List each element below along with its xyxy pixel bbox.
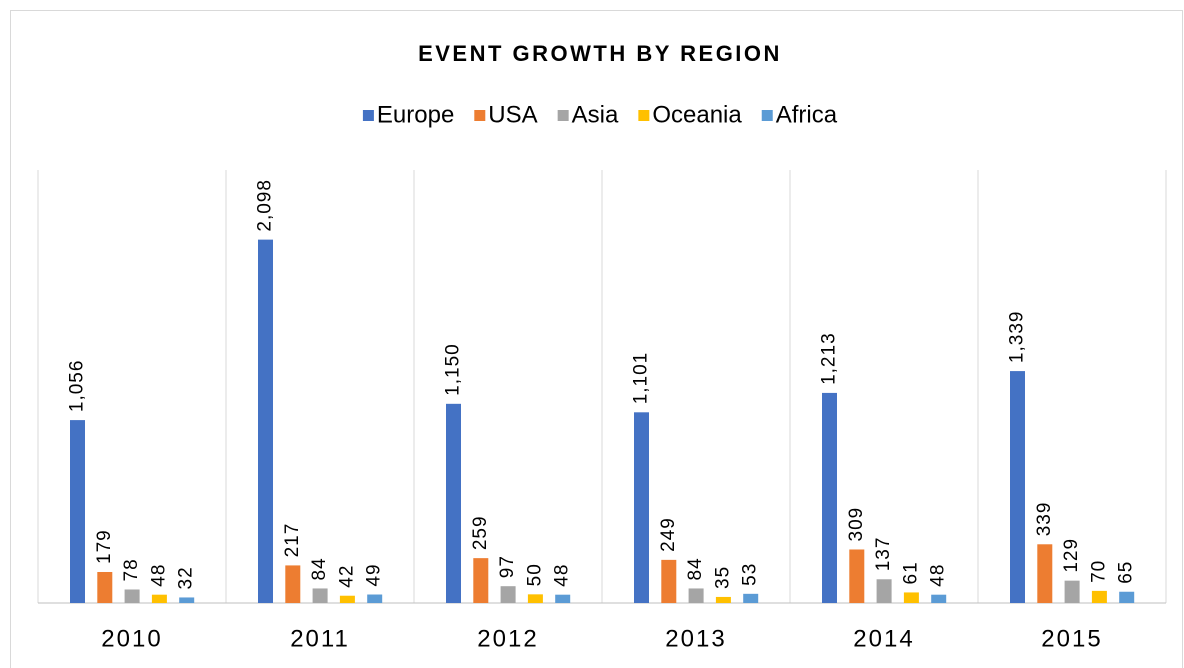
bar [715, 596, 731, 603]
legend-label: Europe [377, 101, 454, 128]
bar [124, 589, 140, 603]
legend-swatch [557, 110, 569, 121]
bar [500, 586, 516, 603]
x-tick-label: 2015 [1041, 625, 1102, 652]
data-label: 259 [470, 515, 491, 550]
data-label: 249 [658, 517, 679, 552]
bar [97, 571, 113, 603]
data-label: 1,150 [443, 343, 464, 396]
bar [367, 594, 383, 603]
data-label: 309 [846, 507, 867, 542]
legend-label: Oceania [652, 101, 742, 128]
bar [258, 239, 273, 603]
data-label: 78 [121, 558, 142, 581]
data-label: 97 [497, 555, 518, 578]
legend-label: Africa [776, 101, 838, 128]
legend-swatch [474, 110, 486, 121]
data-label: 1,339 [1007, 311, 1028, 364]
data-label: 65 [1116, 561, 1137, 584]
data-label: 84 [685, 557, 706, 580]
data-label: 49 [364, 563, 385, 586]
bar [1037, 544, 1053, 603]
legend-swatch [761, 110, 773, 121]
bar [473, 558, 489, 603]
bar [661, 559, 677, 603]
x-tick-label: 2012 [477, 625, 538, 652]
data-label: 339 [1034, 502, 1055, 537]
bar [1064, 580, 1080, 603]
bar [446, 403, 461, 603]
data-label: 48 [928, 564, 949, 587]
bar [903, 592, 919, 603]
bar [339, 595, 355, 603]
chart-border [10, 10, 1183, 668]
data-label: 53 [740, 563, 761, 586]
data-label: 129 [1061, 538, 1082, 573]
data-label: 1,101 [631, 352, 652, 405]
data-label: 61 [900, 561, 921, 584]
bar [876, 579, 892, 603]
data-label: 35 [712, 566, 733, 589]
bar [688, 588, 704, 603]
data-label: 137 [873, 537, 894, 572]
bar [1010, 371, 1025, 603]
data-label: 42 [336, 565, 357, 588]
data-label: 217 [282, 523, 303, 558]
bar [285, 565, 301, 603]
data-label: 2,098 [255, 179, 276, 232]
legend-swatch [638, 110, 650, 121]
data-label: 48 [148, 564, 169, 587]
x-tick-label: 2010 [101, 625, 162, 652]
data-label: 70 [1088, 560, 1109, 583]
data-label: 84 [309, 557, 330, 580]
data-label: 179 [94, 529, 115, 564]
bar [312, 588, 328, 603]
bar [634, 412, 649, 603]
bar [70, 420, 85, 603]
data-label: 50 [524, 563, 545, 586]
bar [151, 594, 167, 603]
bar [743, 593, 759, 603]
data-label: 48 [552, 564, 573, 587]
bar [179, 597, 195, 603]
bar [1091, 590, 1107, 603]
bar [527, 594, 543, 603]
bar [849, 549, 865, 603]
chart-title: EVENT GROWTH BY REGION [418, 41, 782, 66]
data-label: 32 [176, 566, 197, 589]
legend-swatch [362, 110, 374, 121]
bar [822, 392, 837, 603]
bar [931, 594, 947, 603]
data-label: 1,213 [819, 332, 840, 385]
bar [1119, 591, 1135, 603]
x-tick-label: 2014 [853, 625, 914, 652]
x-tick-label: 2011 [290, 625, 350, 652]
bar [555, 594, 571, 603]
legend-label: Asia [572, 101, 619, 128]
legend-label: USA [488, 101, 537, 128]
x-tick-label: 2013 [665, 625, 726, 652]
data-label: 1,056 [67, 360, 88, 413]
